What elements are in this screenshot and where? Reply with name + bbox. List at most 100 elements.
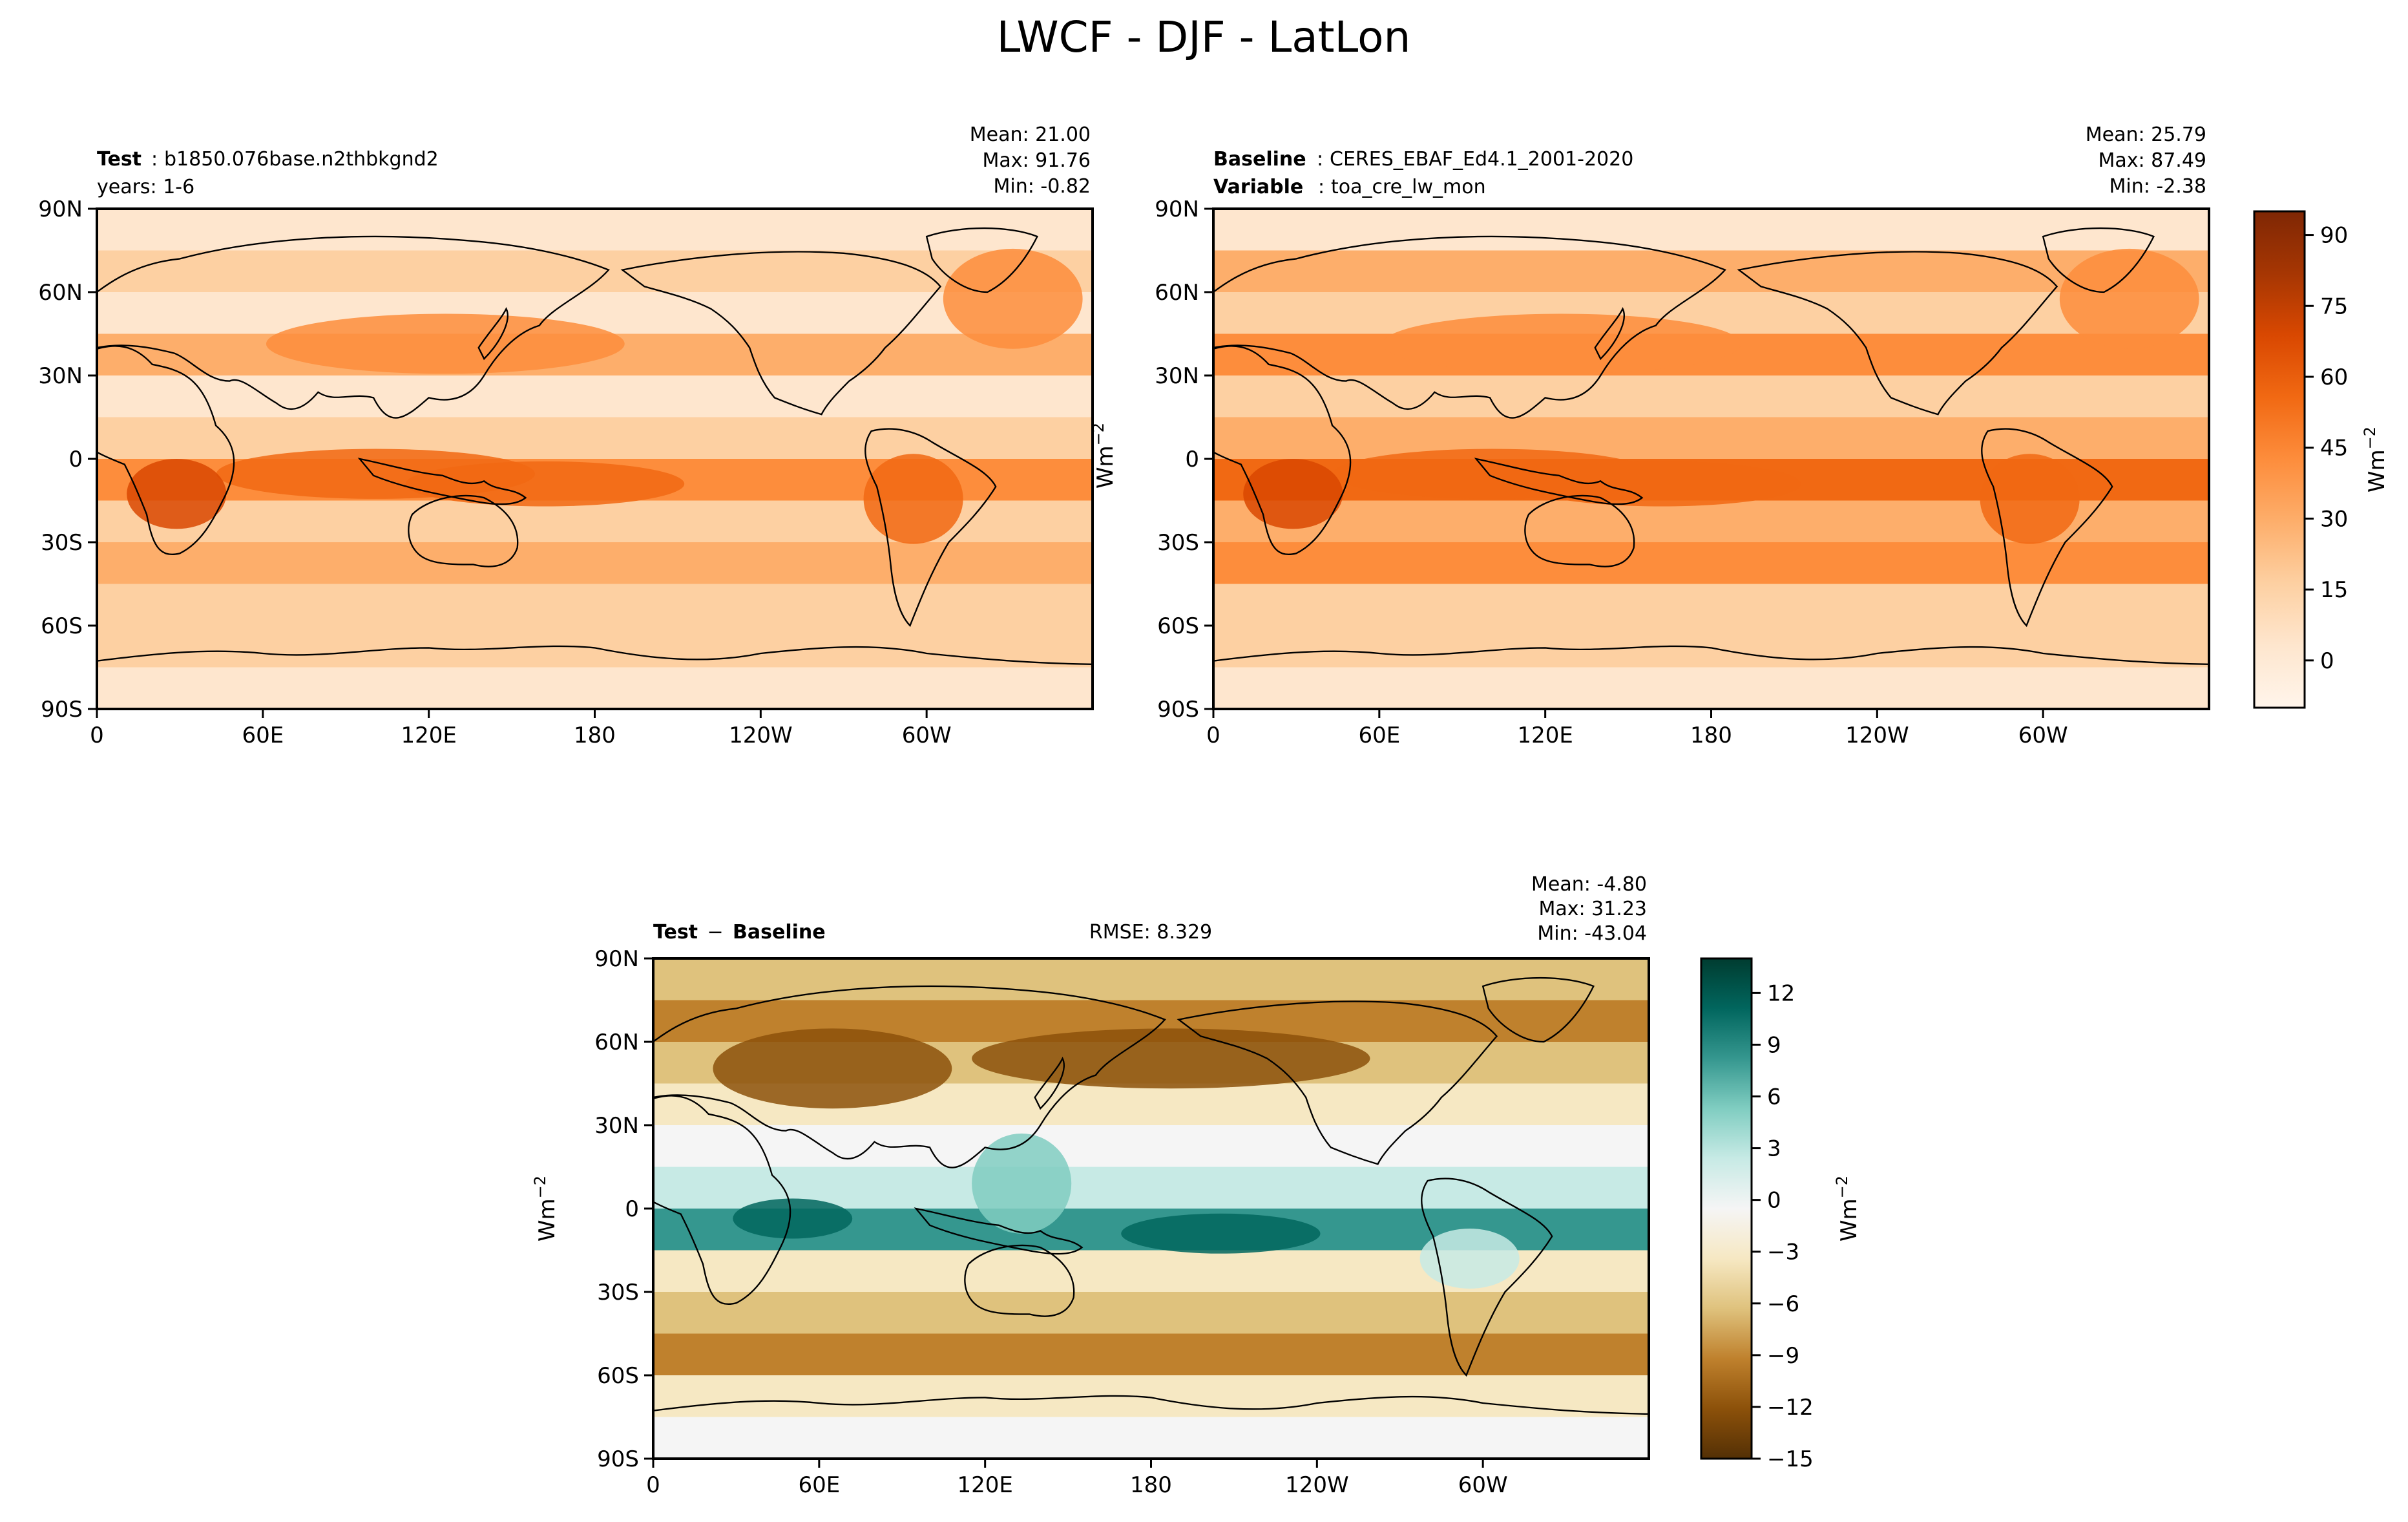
field-feature bbox=[2059, 248, 2199, 349]
colorbar-tick-label: 3 bbox=[1767, 1136, 1781, 1162]
y-tick-label: 30S bbox=[597, 1280, 639, 1305]
colorbar-seq-ticks: 90 75 60 45 30 15 0 bbox=[2305, 223, 2348, 674]
x-tick-label: 180 bbox=[1130, 1472, 1172, 1498]
units-seq-exp: −2 bbox=[2361, 427, 2379, 449]
colorbar-div bbox=[1700, 957, 1753, 1460]
panel-baseline: Baseline : CERES_EBAF_Ed4.1_2001-2020 Va… bbox=[1089, 123, 2390, 748]
panel-test-years: years: 1-6 bbox=[97, 176, 194, 198]
panel-diff-label-baseline: Baseline bbox=[733, 921, 826, 944]
x-tick-label: 60W bbox=[2018, 723, 2068, 748]
colorbar-tick-label: 12 bbox=[1767, 980, 1795, 1006]
y-tick-label: 90S bbox=[1157, 697, 1199, 723]
x-tick-label: 120W bbox=[729, 723, 793, 748]
panel-baseline-colon: : bbox=[1317, 148, 1323, 171]
y-tick-label: 60N bbox=[38, 280, 83, 306]
units-seq-base: Wm bbox=[2364, 449, 2390, 492]
units-div-base: Wm bbox=[1836, 1198, 1862, 1242]
y-tick-label: 60S bbox=[41, 613, 83, 639]
x-tick-label: 180 bbox=[574, 723, 616, 748]
colorbar-tick-label: 75 bbox=[2320, 293, 2348, 319]
colorbar-tick-label: 15 bbox=[2320, 577, 2348, 603]
field-feature bbox=[1522, 461, 1801, 507]
figure-title: LWCF - DJF - LatLon bbox=[997, 12, 1411, 62]
y-tick-label: 90N bbox=[1155, 196, 1199, 222]
panel-diff-sep: − bbox=[701, 921, 729, 944]
panel-baseline-mean: Mean: 25.79 bbox=[2086, 123, 2206, 146]
y-tick-label: 60N bbox=[594, 1030, 639, 1055]
x-tick-label: 60E bbox=[242, 723, 284, 748]
field-feature bbox=[972, 1028, 1370, 1089]
svg-text:Wm−2: Wm−2 bbox=[531, 1176, 560, 1242]
y-tick-label: 90N bbox=[38, 196, 83, 222]
x-tick-label: 0 bbox=[1206, 723, 1220, 748]
x-tick-label: 120W bbox=[1845, 723, 1909, 748]
field-band bbox=[1213, 584, 2209, 626]
y-tick-label: 30S bbox=[41, 530, 83, 556]
panel-test-label: Test bbox=[97, 148, 141, 171]
map-test-axes: 0 60E 120E 180 120W 60W 90N 60N 30N 0 30S 60S 90S bbox=[38, 196, 951, 748]
panel-diff-min: Min: -43.04 bbox=[1537, 922, 1647, 945]
y-tick-label: 60S bbox=[1157, 613, 1199, 639]
svg-text:Wm−2: Wm−2 bbox=[2361, 427, 2390, 492]
field-band bbox=[653, 1125, 1649, 1168]
field-band bbox=[653, 1417, 1649, 1459]
map-test-bands bbox=[97, 209, 1093, 709]
panel-baseline-var-label: Variable bbox=[1213, 176, 1303, 198]
units-top-exp: −2 bbox=[1089, 423, 1107, 445]
units-diff-exp: −2 bbox=[531, 1176, 549, 1198]
panel-test-colon: : bbox=[151, 148, 158, 171]
map-diff-bands bbox=[653, 958, 1649, 1459]
x-tick-label: 120E bbox=[1517, 723, 1573, 748]
field-band bbox=[97, 626, 1093, 668]
panel-baseline-min: Min: -2.38 bbox=[2110, 175, 2207, 198]
field-band bbox=[1213, 417, 2209, 460]
svg-text:Wm−2: Wm−2 bbox=[1089, 423, 1118, 489]
colorbar-tick-label: 6 bbox=[1767, 1084, 1781, 1110]
map-baseline bbox=[1213, 209, 2209, 709]
field-band bbox=[97, 417, 1093, 460]
colorbar-tick-label: −15 bbox=[1767, 1446, 1814, 1472]
panel-diff-label-test: Test bbox=[653, 921, 698, 944]
field-feature bbox=[733, 1198, 853, 1239]
x-tick-label: 120E bbox=[401, 723, 456, 748]
field-feature bbox=[713, 1028, 952, 1109]
field-band bbox=[1213, 209, 2209, 251]
field-band bbox=[1213, 626, 2209, 668]
field-band bbox=[97, 667, 1093, 709]
units-div-exp: −2 bbox=[1833, 1176, 1851, 1198]
panel-test-case: b1850.076base.n2thbkgnd2 bbox=[164, 148, 439, 171]
x-tick-label: 120W bbox=[1285, 1472, 1349, 1498]
y-tick-label: 90S bbox=[41, 697, 83, 723]
x-tick-label: 120E bbox=[957, 1472, 1012, 1498]
colorbar-seq-units: Wm−2 bbox=[2361, 427, 2390, 492]
panel-test-mean: Mean: 21.00 bbox=[970, 123, 1091, 146]
panel-diff-rmse: RMSE: 8.329 bbox=[1089, 921, 1212, 944]
field-feature bbox=[127, 459, 227, 529]
y-tick-label: 30N bbox=[38, 363, 83, 389]
panel-baseline-source: CERES_EBAF_Ed4.1_2001-2020 bbox=[1330, 148, 1633, 171]
x-tick-label: 180 bbox=[1690, 723, 1732, 748]
field-band bbox=[97, 209, 1093, 251]
colorbar-tick-label: −3 bbox=[1767, 1240, 1799, 1265]
colorbar-tick-label: 0 bbox=[1767, 1188, 1781, 1214]
field-band bbox=[97, 584, 1093, 626]
field-band bbox=[653, 958, 1649, 1001]
units-label-top: Wm−2 bbox=[1089, 423, 1118, 489]
map-baseline-axes: 0 60E 120E 180 120W 60W 90N 60N 30N 0 30S 60S 90S bbox=[1155, 196, 2068, 748]
colorbar-tick-label: 0 bbox=[2320, 648, 2334, 674]
field-feature bbox=[972, 1133, 1072, 1234]
map-diff bbox=[653, 958, 1649, 1459]
colorbar-tick-label: −12 bbox=[1767, 1395, 1814, 1421]
field-feature bbox=[863, 454, 963, 544]
panel-baseline-var-colon: : bbox=[1318, 176, 1324, 198]
colorbar-tick-label: 60 bbox=[2320, 365, 2348, 390]
map-baseline-bands bbox=[1213, 209, 2209, 709]
x-tick-label: 60W bbox=[1458, 1472, 1508, 1498]
panel-diff-mean: Mean: -4.80 bbox=[1531, 873, 1647, 896]
field-band bbox=[97, 250, 1093, 293]
colorbar-div-ticks: 12 9 6 3 0 −3 −6 −9 −12 −15 bbox=[1752, 980, 1814, 1472]
map-test bbox=[97, 209, 1093, 709]
y-tick-label: 0 bbox=[1185, 447, 1199, 472]
field-feature bbox=[1121, 1213, 1321, 1254]
x-tick-label: 60E bbox=[798, 1472, 840, 1498]
